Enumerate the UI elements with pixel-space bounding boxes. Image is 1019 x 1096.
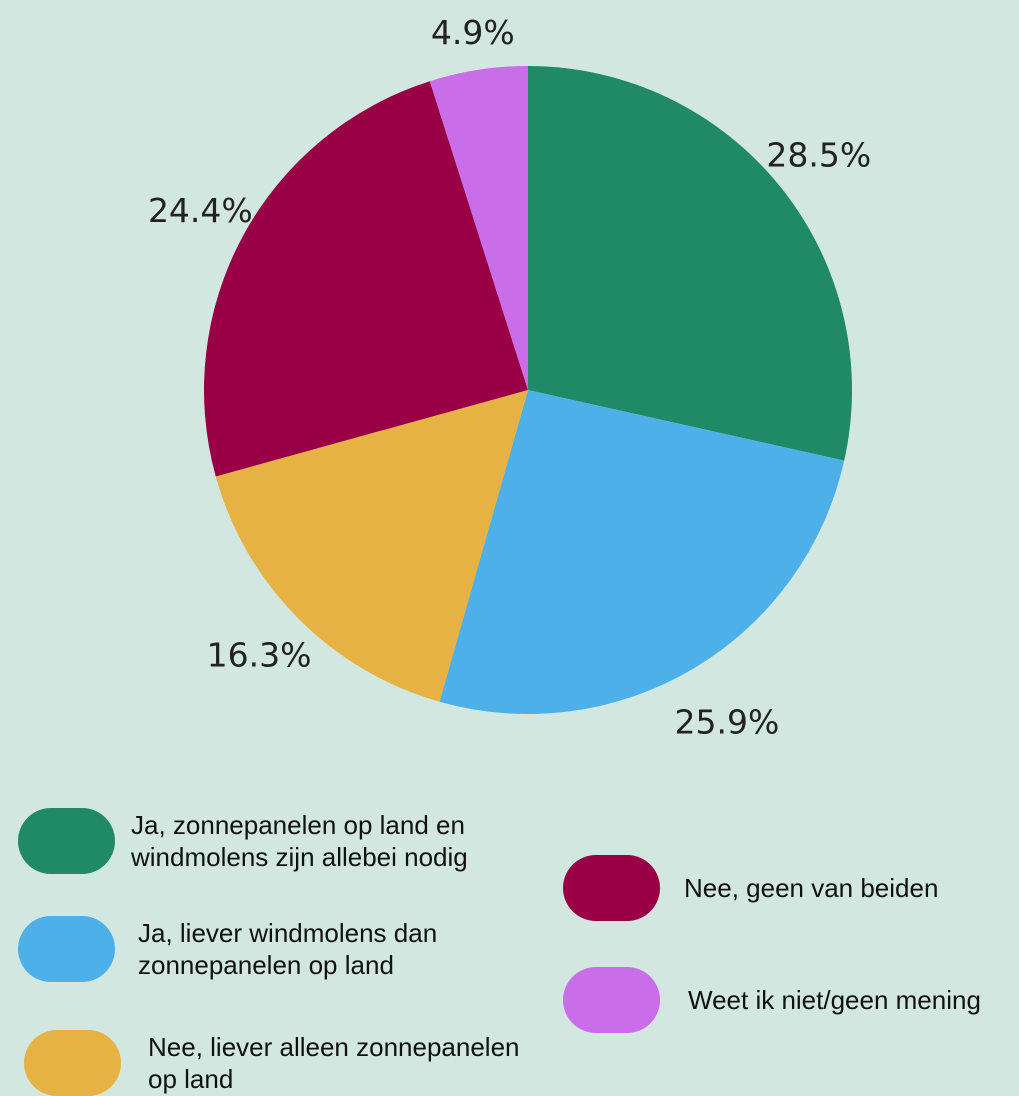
pie-slice — [429, 66, 528, 390]
slice-label: 24.4% — [148, 191, 253, 230]
legend-item: Nee, liever alleen zonnepanelen op land — [24, 1030, 548, 1096]
pie-slice — [204, 81, 528, 477]
legend-label: Ja, zonnepanelen op land en windmolens z… — [131, 810, 468, 872]
slice-label: 16.3% — [207, 636, 312, 675]
legend-item: Ja, liever windmolens dan zonnepanelen o… — [18, 916, 488, 982]
pie-slice — [215, 390, 528, 702]
legend-item: Ja, zonnepanelen op land en windmolens z… — [18, 808, 521, 874]
legend-label: Nee, liever alleen zonnepanelen op land — [148, 1032, 520, 1094]
legend-swatch — [18, 916, 115, 982]
legend-swatch — [563, 967, 660, 1033]
legend-swatch — [563, 855, 660, 921]
legend-label: Nee, geen van beiden — [684, 873, 939, 903]
legend-swatch — [18, 808, 115, 874]
legend-label: Weet ik niet/geen mening — [688, 985, 981, 1015]
slice-label: 25.9% — [675, 703, 780, 742]
slice-label: 28.5% — [766, 136, 871, 175]
legend-swatch — [24, 1030, 121, 1096]
slice-label: 4.9% — [431, 13, 515, 52]
legend-item: Nee, geen van beiden — [563, 855, 994, 921]
legend-item: Weet ik niet/geen mening — [563, 967, 1019, 1033]
legend-label: Ja, liever windmolens dan zonnepanelen o… — [138, 918, 438, 980]
pie-slice — [439, 390, 845, 714]
pie-slice — [528, 66, 852, 461]
